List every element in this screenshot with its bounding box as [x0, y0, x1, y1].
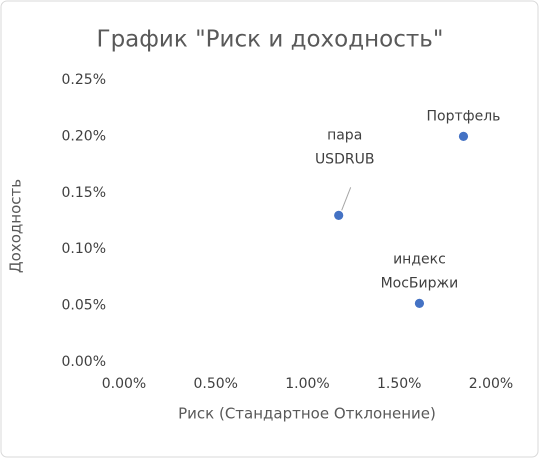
y-tick-label: 0.00%	[62, 354, 106, 370]
y-axis-title: Доходность	[7, 179, 25, 273]
x-tick-label: 1.00%	[285, 376, 329, 392]
data-label: USDRUB	[315, 151, 375, 167]
x-tick-label: 0.50%	[194, 376, 238, 392]
x-axis-title: Риск (Стандартное Отклонение)	[178, 405, 436, 423]
data-label: индекс	[393, 251, 446, 267]
y-tick-label: 0.25%	[62, 72, 106, 88]
x-tick-label: 0.00%	[102, 376, 146, 392]
data-label: пара	[327, 127, 362, 143]
y-tick-label: 0.05%	[62, 298, 106, 314]
leader-line	[341, 187, 352, 211]
data-label: МосБиржи	[381, 275, 459, 291]
y-tick-label: 0.20%	[62, 128, 106, 144]
x-tick-label: 2.00%	[469, 376, 513, 392]
point	[414, 297, 425, 309]
point	[458, 130, 469, 142]
data-label: Портфель	[427, 108, 501, 124]
chart-title: График "Риск и доходность"	[97, 27, 444, 53]
x-tick-label: 1.50%	[377, 376, 421, 392]
y-tick-label: 0.10%	[62, 241, 106, 257]
point	[333, 209, 345, 221]
y-tick-label: 0.15%	[62, 185, 106, 201]
